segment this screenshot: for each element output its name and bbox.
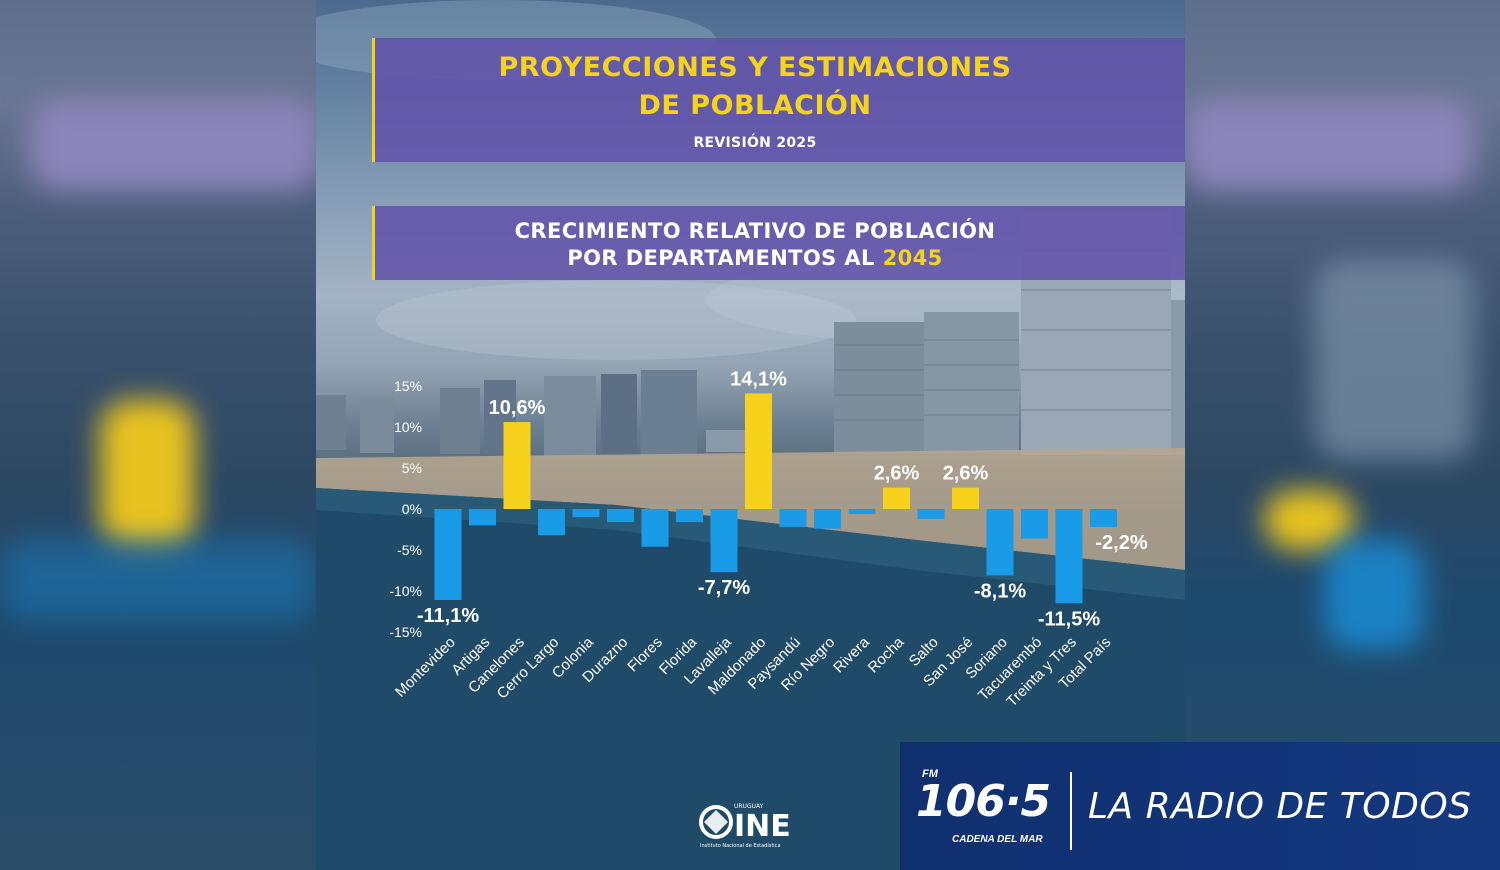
right-blur-backdrop [1184,0,1500,870]
data-label: 14,1% [730,368,787,390]
y-tick-label: -10% [389,583,422,599]
blur-banner-shape [30,100,316,190]
bar-florida [676,509,703,523]
bar-durazno [607,509,634,523]
bar-salto [917,509,945,519]
y-tick-label: 10% [394,419,422,435]
blur-building-shape [1314,260,1474,460]
blur-banner-shape [1184,100,1474,190]
infographic-poster: PROYECCIONES Y ESTIMACIONES DE POBLACIÓN… [316,0,1185,870]
blur-bar-shape [100,400,195,550]
data-label: -8,1% [974,580,1026,602]
bar-rivera [848,509,876,514]
bar-tacuarembó [1021,509,1048,539]
bar-flores [641,509,669,547]
bar-río-negro [814,509,841,529]
y-tick-label: -15% [389,624,422,640]
subtitle-line-2-text: POR DEPARTAMENTOS AL [567,246,875,270]
blur-bar-shape [1324,540,1424,650]
title-line-1: PROYECCIONES Y ESTIMACIONES [498,52,1012,83]
title-line-2: DE POBLACIÓN [638,90,872,121]
bar-chart: 15%10%5%0%-5%-10%-15%-11,1%MontevideoArt… [389,368,1148,710]
bar-maldonado [745,393,772,509]
title-banner: PROYECCIONES Y ESTIMACIONES DE POBLACIÓN… [372,38,1185,162]
x-tick-label: Rocha [865,633,908,676]
ine-name: INE [734,809,791,844]
y-tick-label: 5% [402,460,422,476]
bar-total-país [1090,509,1117,528]
subtitle-banner: CRECIMIENTO RELATIVO DE POBLACIÓN POR DE… [372,206,1185,280]
bar-san-josé [952,487,979,509]
bar-soriano [986,509,1014,576]
data-label: -11,1% [417,605,479,627]
fm-frequency: 106·5 [916,776,1051,827]
bar-artigas [469,509,496,526]
x-tick-label: Rivera [830,633,873,676]
data-label: 2,6% [874,463,920,485]
ine-logo: INE URUGUAY Instituto Nacional de Estadí… [699,803,791,849]
ine-caption: Instituto Nacional de Estadística [700,842,781,849]
bar-montevideo [434,509,462,601]
banner-divider [1070,772,1072,850]
fm-logo: FM 106·5 CADENA DEL MAR [914,754,1054,854]
revision-label: REVISIÓN 2025 [693,135,817,151]
subtitle-year: 2045 [882,246,943,270]
radio-slogan: LA RADIO DE TODOS [1088,786,1472,827]
radio-banner: FM 106·5 CADENA DEL MAR LA RADIO DE TODO… [900,742,1500,870]
bar-paysandú [779,509,807,528]
data-label: 2,6% [943,463,989,485]
y-tick-label: 15% [394,378,422,394]
ine-globe-icon [699,805,733,839]
data-label: -2,2% [1095,532,1147,554]
y-tick-label: 0% [402,501,422,517]
station-name: CADENA DEL MAR [952,834,1043,845]
data-label: 10,6% [489,397,546,419]
subtitle-line-2: POR DEPARTAMENTOS AL 2045 [375,246,1135,270]
data-label: -11,5% [1038,608,1100,630]
fm-label: FM [922,768,938,780]
ine-country: URUGUAY [734,803,764,810]
data-label: -7,7% [698,577,750,599]
blur-sea-shape [0,540,316,620]
bar-cerro-largo [538,509,565,536]
bar-canelones [503,422,531,509]
bar-lavalleja [710,509,738,573]
blur-bar-shape [1264,490,1354,550]
bar-rocha [883,487,910,509]
left-blur-backdrop [0,0,316,870]
bar-colonia [572,509,600,518]
bar-treinta-y-tres [1055,509,1083,604]
subtitle-line-1: CRECIMIENTO RELATIVO DE POBLACIÓN [514,219,996,243]
y-tick-label: -5% [397,542,422,558]
